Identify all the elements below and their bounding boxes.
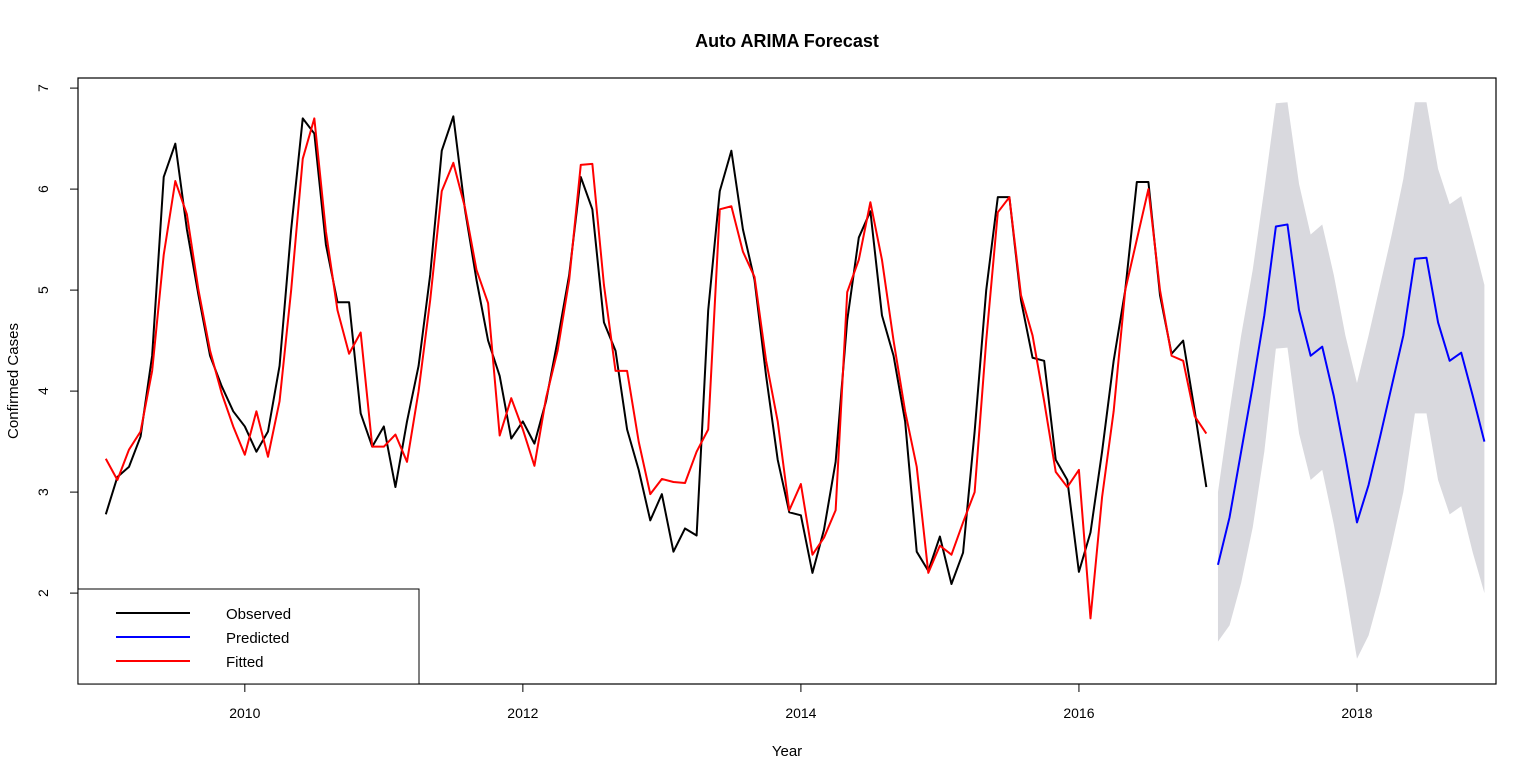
- x-tick-label: 2010: [229, 705, 260, 721]
- x-axis-label: Year: [772, 743, 802, 760]
- fitted-series: [104, 117, 1208, 620]
- prediction-interval-area: [1217, 102, 1485, 659]
- y-tick-label: 7: [35, 84, 51, 92]
- x-tick-label: 2014: [785, 705, 816, 721]
- prediction-interval-band: [1217, 102, 1485, 659]
- legend-entry-observed: Observed: [116, 606, 291, 623]
- legend-entry-predicted: Predicted: [116, 630, 289, 647]
- observed-line: [104, 115, 1208, 586]
- legend-label-predicted: Predicted: [226, 630, 289, 647]
- y-tick-label: 5: [35, 286, 51, 294]
- y-tick-label: 3: [35, 488, 51, 496]
- legend-label-fitted: Fitted: [226, 654, 264, 671]
- legend-label-observed: Observed: [226, 606, 291, 623]
- chart-title: Auto ARIMA Forecast: [695, 31, 879, 51]
- fitted-line: [104, 117, 1208, 620]
- y-tick-label: 6: [35, 185, 51, 193]
- legend-entry-fitted: Fitted: [116, 654, 264, 671]
- legend: Observed Predicted Fitted: [77, 588, 420, 685]
- predicted-line: [1216, 223, 1486, 566]
- predicted-series: [1216, 223, 1486, 566]
- y-tick-label: 2: [35, 589, 51, 597]
- y-axis-label: Confirmed Cases: [5, 323, 22, 439]
- x-tick-label: 2012: [507, 705, 538, 721]
- x-tick-label: 2016: [1063, 705, 1094, 721]
- y-tick-label: 4: [35, 387, 51, 395]
- observed-series: [104, 115, 1208, 586]
- x-axis: 2010 2012 2014 2016 2018: [229, 683, 1373, 721]
- y-axis: 2 3 4 5 6 7: [35, 84, 79, 597]
- x-tick-label: 2018: [1341, 705, 1372, 721]
